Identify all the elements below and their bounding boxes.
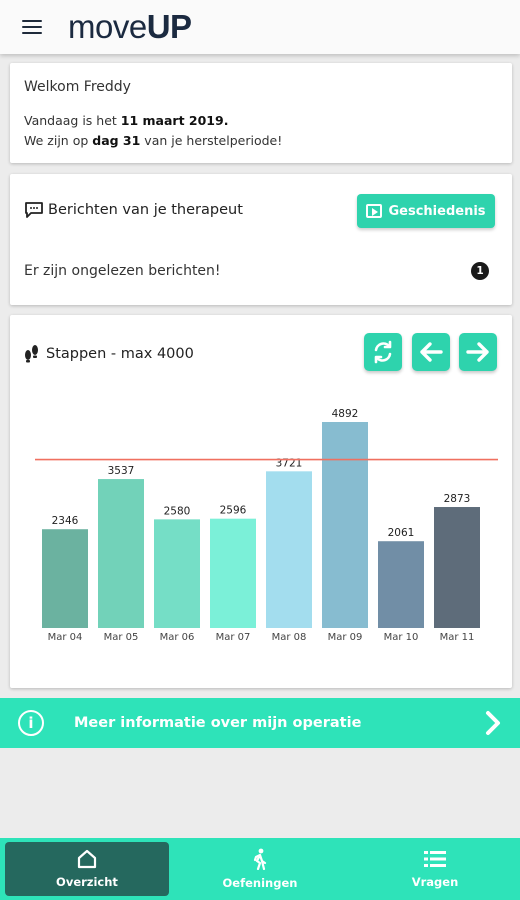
date-text: Vandaag is het 11 maart 2019. <box>24 113 229 128</box>
arrow-right-icon <box>466 342 489 362</box>
chart-data-label: 2580 <box>164 505 191 517</box>
welcome-card: Welkom Freddy Vandaag is het 11 maart 20… <box>10 63 512 163</box>
messages-title: Berichten van je therapeut <box>48 202 243 218</box>
nav-vragen-label: Vragen <box>411 875 459 889</box>
chevron-right-icon <box>486 711 500 735</box>
hamburger-icon[interactable] <box>22 16 42 38</box>
chart-x-tick-label: Mar 10 <box>384 632 419 643</box>
nav-overzicht[interactable]: Overzicht <box>5 842 169 896</box>
chart-data-label: 2873 <box>444 493 471 505</box>
refresh-button[interactable] <box>364 333 402 371</box>
previous-button[interactable] <box>412 333 450 371</box>
bottom-navigation: Overzicht Oefeningen Vragen <box>0 838 520 900</box>
chart-data-label: 2596 <box>220 505 247 517</box>
home-icon <box>77 849 97 869</box>
steps-card: Stappen - max 4000 2346 Mar 04 3537 Mar 05 2… <box>10 315 512 688</box>
steps-title: Stappen - max 4000 <box>46 346 194 362</box>
chart-x-tick-label: Mar 11 <box>440 632 475 643</box>
next-button[interactable] <box>459 333 497 371</box>
chat-icon <box>25 202 43 218</box>
walking-icon <box>253 848 267 870</box>
chart-x-tick-label: Mar 06 <box>160 632 195 643</box>
arrow-left-icon <box>420 342 443 362</box>
info-icon: i <box>18 710 44 736</box>
chart-x-tick-label: Mar 04 <box>48 632 83 643</box>
chart-bar <box>42 529 88 628</box>
nav-overzicht-label: Overzicht <box>56 875 118 889</box>
footsteps-icon <box>25 345 38 363</box>
unread-count-badge: 1 <box>471 262 489 280</box>
chart-bar <box>154 519 200 628</box>
chart-data-label: 2346 <box>52 515 79 527</box>
chart-bar <box>210 518 256 628</box>
chart-bar <box>322 422 368 628</box>
nav-oefeningen[interactable]: Oefeningen <box>180 842 340 896</box>
operation-info-bar[interactable]: i Meer informatie over mijn operatie <box>0 698 520 748</box>
chart-data-label: 3537 <box>108 465 135 477</box>
chart-bar <box>266 471 312 628</box>
chart-x-tick-label: Mar 07 <box>216 632 251 643</box>
nav-vragen[interactable]: Vragen <box>355 842 515 896</box>
history-button-label: Geschiedenis <box>388 203 486 219</box>
nav-oefeningen-label: Oefeningen <box>222 876 298 890</box>
chart-x-tick-label: Mar 08 <box>272 632 307 643</box>
history-button[interactable]: Geschiedenis <box>357 194 495 228</box>
app-logo: moveUP <box>68 8 192 45</box>
recovery-day-text: We zijn op dag 31 van je herstelperiode! <box>24 133 283 148</box>
refresh-icon <box>374 340 392 364</box>
chart-data-label: 2061 <box>388 527 415 539</box>
list-icon <box>424 851 446 867</box>
unread-messages-text[interactable]: Er zijn ongelezen berichten! <box>24 263 221 279</box>
chart-bar <box>434 507 480 628</box>
app-header: moveUP <box>0 0 520 54</box>
chart-bar <box>98 479 144 628</box>
steps-bar-chart: 2346 Mar 04 3537 Mar 05 2580 Mar 06 2596 Mar 07… <box>35 408 498 643</box>
chart-bar <box>378 541 424 628</box>
chart-x-tick-label: Mar 09 <box>328 632 363 643</box>
welcome-greeting: Welkom Freddy <box>24 79 131 95</box>
messages-card: Berichten van je therapeut Geschiedenis … <box>10 174 512 305</box>
chart-x-tick-label: Mar 05 <box>104 632 139 643</box>
operation-info-text: Meer informatie over mijn operatie <box>74 715 362 731</box>
play-icon <box>366 204 383 218</box>
chart-data-label: 4892 <box>332 408 359 420</box>
